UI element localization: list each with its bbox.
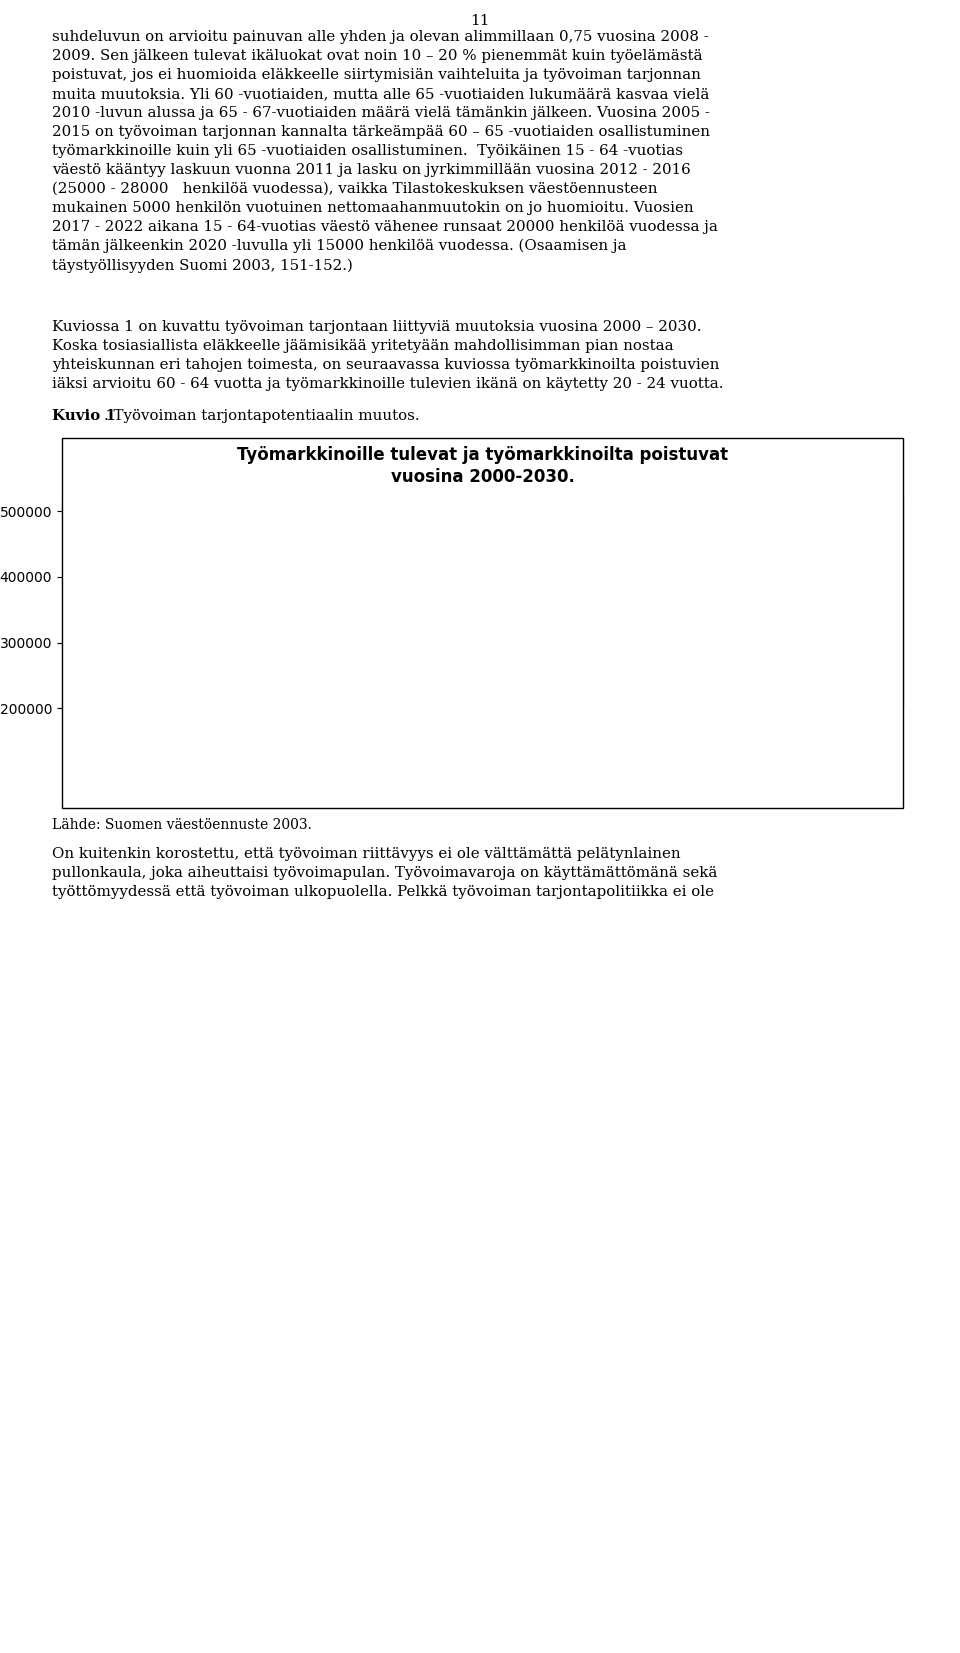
60-64-vuotiaat	[600, 600, 612, 620]
60-64-vuotiaat	[353, 567, 365, 587]
60-64-vuotiaat	[106, 660, 117, 679]
60-64-vuotiaat	[477, 587, 489, 607]
Text: 11: 11	[470, 13, 490, 28]
20-24 vuotiaat	[848, 643, 859, 663]
Text: . Työvoiman tarjontapotentiaalin muutos.: . Työvoiman tarjontapotentiaalin muutos.	[104, 410, 420, 423]
Text: suhdeluvun on arvioitu painuvan alle yhden ja olevan alimmillaan 0,75 vuosina 20: suhdeluvun on arvioitu painuvan alle yhd…	[52, 30, 718, 273]
Text: Työmarkkinoille tulevat ja työmarkkinoilta poistuvat
vuosina 2000-2030.: Työmarkkinoille tulevat ja työmarkkinoil…	[237, 446, 728, 486]
20-24 vuotiaat	[724, 640, 735, 660]
60-64-vuotiaat	[724, 600, 735, 620]
Legend: 20-24 vuotiaat, 60-64-vuotiaat: 20-24 vuotiaat, 60-64-vuotiaat	[315, 765, 650, 792]
20-24 vuotiaat	[229, 612, 241, 631]
Line: 60-64-vuotiaat: 60-64-vuotiaat	[107, 572, 858, 674]
Line: 20-24 vuotiaat: 20-24 vuotiaat	[107, 617, 858, 658]
Text: Kuvio 1: Kuvio 1	[52, 410, 116, 423]
Text: Kuviossa 1 on kuvattu työvoiman tarjontaan liittyviä muutoksia vuosina 2000 – 20: Kuviossa 1 on kuvattu työvoiman tarjonta…	[52, 321, 724, 392]
Text: Lähde: Suomen väestöennuste 2003.: Lähde: Suomen väestöennuste 2003.	[52, 818, 312, 831]
20-24 vuotiaat	[106, 617, 117, 636]
20-24 vuotiaat	[600, 633, 612, 653]
60-64-vuotiaat	[848, 617, 859, 636]
20-24 vuotiaat	[353, 620, 365, 640]
60-64-vuotiaat	[229, 633, 241, 653]
Text: On kuitenkin korostettu, että työvoiman riittävyys ei ole välttämättä pelätynlai: On kuitenkin korostettu, että työvoiman …	[52, 846, 717, 899]
20-24 vuotiaat	[477, 613, 489, 633]
